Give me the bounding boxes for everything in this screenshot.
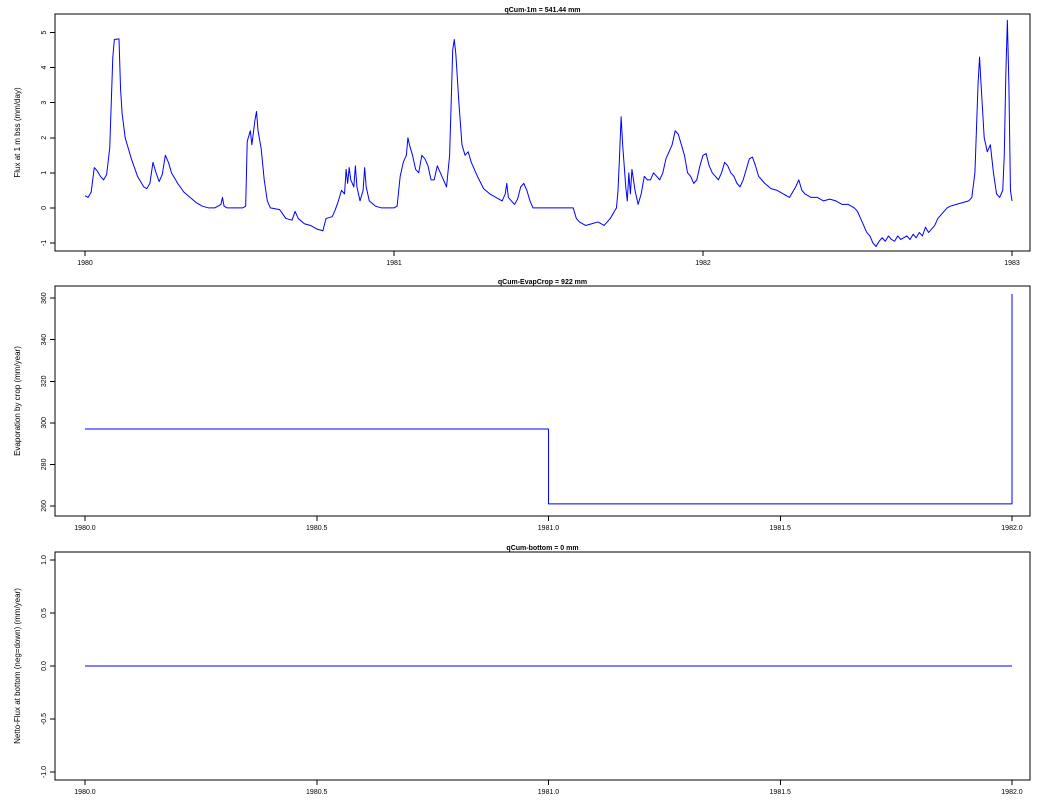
y-axis-label: Flux at 1 m bss (mm/day) [13, 87, 22, 178]
y-tick-label: 5 [41, 30, 48, 34]
y-tick-label: 2 [41, 136, 48, 140]
y-tick-label: 300 [41, 417, 48, 429]
x-tick-label: 1982.0 [1001, 789, 1023, 796]
y-tick-label: 260 [41, 500, 48, 512]
chart-panel-2: qCum-EvapCrop = 922 mm 1980.0 1980.5 1981.0… [13, 279, 1031, 532]
x-tick-label: 1982.0 [1001, 525, 1023, 532]
y-tick-label: 320 [41, 375, 48, 387]
x-tick-label: 1983 [1004, 260, 1020, 267]
x-tick-label: 1981.5 [770, 789, 792, 796]
x-tick-label: 1981.0 [538, 789, 560, 796]
y-axis-label: Evaporation by crop (mm/year) [13, 346, 22, 456]
x-tick-label: 1980.0 [74, 525, 96, 532]
y-tick-label: 340 [41, 334, 48, 346]
x-tick-label: 1981.0 [538, 525, 560, 532]
y-axis-label: Netto-Flux at bottom (neg=down) (mm/year… [13, 588, 22, 744]
series-line-1 [84, 19, 1013, 248]
y-tick-label: 0 [41, 206, 48, 210]
chart-title: qCum-bottom = 0 mm [506, 545, 578, 552]
chart-panel-3: qCum-bottom = 0 mm 1980.0 1980.5 1981.0 1981… [13, 545, 1031, 796]
chart-title: qCum-EvapCrop = 922 mm [498, 279, 587, 286]
x-tick-label: 1981.5 [770, 525, 792, 532]
plot-frame [54, 285, 1031, 517]
y-tick-label: 1 [41, 171, 48, 175]
chart-title: qCum-1m = 541.44 mm [504, 7, 580, 14]
y-tick-label: 0.0 [41, 661, 48, 671]
y-tick-label: -1 [41, 240, 48, 246]
x-tick-label: 1980.5 [306, 525, 328, 532]
x-tick-label: 1980 [77, 260, 93, 267]
y-tick-label: 360 [41, 292, 48, 304]
y-tick-label: 0.5 [41, 608, 48, 618]
series-line-1 [85, 294, 1013, 505]
x-tick-label: 1980.0 [74, 789, 96, 796]
x-tick-label: 1982 [695, 260, 711, 267]
plot-frame [54, 13, 1031, 252]
y-tick-label: -1.0 [41, 766, 48, 778]
x-tick-label: 1980.5 [306, 789, 328, 796]
y-tick-label: 4 [41, 66, 48, 70]
y-tick-label: 1.0 [41, 555, 48, 565]
y-tick-label: -0.5 [41, 713, 48, 725]
y-tick-label: 3 [41, 101, 48, 105]
y-tick-label: 280 [41, 458, 48, 470]
chart-panel-1: qCum-1m = 541.44 mm 1980 1981 1982 1983 -1 0 1 2… [13, 7, 1031, 267]
x-tick-label: 1981 [386, 260, 402, 267]
